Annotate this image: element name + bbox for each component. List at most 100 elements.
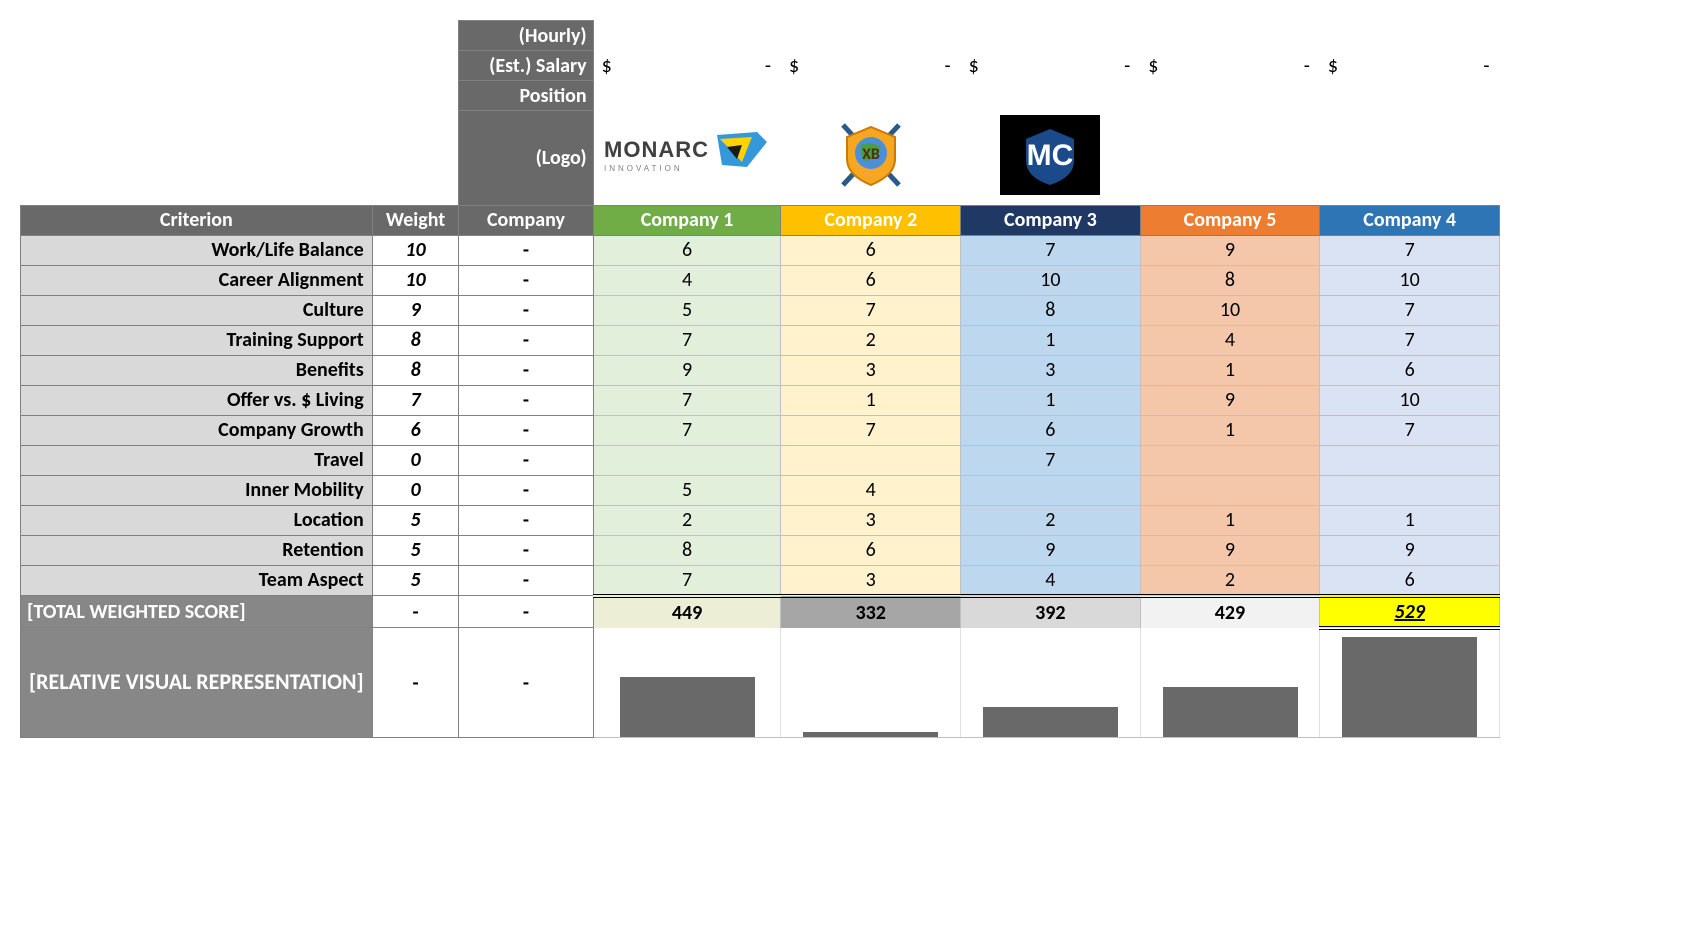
score-cell: 3 <box>961 355 1141 385</box>
criterion-weight: 0 <box>372 445 459 475</box>
score-cell: 6 <box>781 235 961 265</box>
score-cell <box>1140 475 1320 505</box>
total-score: 332 <box>781 596 961 628</box>
score-cell: 7 <box>593 325 781 355</box>
logo-mc: MC <box>1000 115 1100 195</box>
totals-label: [TOTAL WEIGHTED SCORE] <box>21 596 373 628</box>
score-cell: 8 <box>961 295 1141 325</box>
col-criterion: Criterion <box>21 205 373 235</box>
score-cell: 6 <box>1320 565 1500 596</box>
score-cell: 8 <box>593 535 781 565</box>
criterion-weight: 9 <box>372 295 459 325</box>
svg-text:INNOVATION: INNOVATION <box>604 164 683 173</box>
score-cell: 1 <box>1140 505 1320 535</box>
visual-bar-cell <box>1140 628 1320 738</box>
criterion-label: Benefits <box>21 355 373 385</box>
score-cell: 3 <box>781 355 961 385</box>
score-cell: 7 <box>781 295 961 325</box>
criterion-label: Training Support <box>21 325 373 355</box>
criterion-company-dash: - <box>459 265 593 295</box>
total-score: 392 <box>961 596 1141 628</box>
comparison-table: (Hourly)(Est.) Salary$-$-$-$-$-Position(… <box>20 20 1500 738</box>
criterion-company-dash: - <box>459 535 593 565</box>
score-cell: 7 <box>961 445 1141 475</box>
logo-cell: MC <box>961 111 1141 206</box>
criterion-company-dash: - <box>459 415 593 445</box>
criterion-label: Retention <box>21 535 373 565</box>
score-cell <box>1140 445 1320 475</box>
company-header: Company 2 <box>781 205 961 235</box>
score-cell: 2 <box>961 505 1141 535</box>
col-weight: Weight <box>372 205 459 235</box>
criterion-label: Work/Life Balance <box>21 235 373 265</box>
score-cell: 1 <box>961 325 1141 355</box>
visual-bar-cell <box>1320 628 1500 738</box>
salary-value: $- <box>593 51 781 81</box>
header-position: Position <box>459 81 593 111</box>
criterion-company-dash: - <box>459 445 593 475</box>
header-logo: (Logo) <box>459 111 593 206</box>
criterion-label: Offer vs. $ Living <box>21 385 373 415</box>
score-cell: 1 <box>1140 355 1320 385</box>
visual-bar <box>983 707 1118 737</box>
criterion-weight: 6 <box>372 415 459 445</box>
criterion-company-dash: - <box>459 475 593 505</box>
svg-text:MC: MC <box>1027 139 1074 172</box>
score-cell: 1 <box>1320 505 1500 535</box>
header-hourly: (Hourly) <box>459 21 593 51</box>
criterion-weight: 5 <box>372 535 459 565</box>
visual-weight-dash: - <box>372 628 459 738</box>
logo-monarch: MONARC INNOVATION <box>602 127 772 183</box>
total-score: 529 <box>1320 596 1500 628</box>
criterion-label: Company Growth <box>21 415 373 445</box>
criterion-company-dash: - <box>459 295 593 325</box>
score-cell: 1 <box>961 385 1141 415</box>
company-header: Company 3 <box>961 205 1141 235</box>
criterion-weight: 8 <box>372 355 459 385</box>
score-cell <box>961 475 1141 505</box>
score-cell: 4 <box>961 565 1141 596</box>
score-cell: 7 <box>593 385 781 415</box>
criterion-weight: 10 <box>372 235 459 265</box>
visual-bar <box>1342 637 1477 737</box>
criterion-label: Team Aspect <box>21 565 373 596</box>
score-cell: 7 <box>1320 295 1500 325</box>
score-cell: 2 <box>781 325 961 355</box>
criterion-weight: 5 <box>372 565 459 596</box>
visual-bar <box>803 732 938 737</box>
score-cell: 9 <box>1140 235 1320 265</box>
score-cell: 4 <box>781 475 961 505</box>
visual-bar <box>620 677 755 737</box>
logo-cell: MONARC INNOVATION <box>593 111 781 206</box>
visual-bar <box>1163 687 1298 737</box>
logo-cell: XB <box>781 111 961 206</box>
criterion-company-dash: - <box>459 565 593 596</box>
score-cell: 6 <box>593 235 781 265</box>
score-cell: 7 <box>961 235 1141 265</box>
company-header: Company 1 <box>593 205 781 235</box>
salary-value: $- <box>1320 51 1500 81</box>
score-cell: 4 <box>1140 325 1320 355</box>
criterion-company-dash: - <box>459 355 593 385</box>
total-score: 429 <box>1140 596 1320 628</box>
score-cell: 7 <box>593 565 781 596</box>
visual-label: [RELATIVE VISUAL REPRESENTATION] <box>21 628 373 738</box>
score-cell: 2 <box>1140 565 1320 596</box>
score-cell: 1 <box>1140 415 1320 445</box>
score-cell: 8 <box>1140 265 1320 295</box>
score-cell <box>593 445 781 475</box>
score-cell: 10 <box>1140 295 1320 325</box>
salary-value: $- <box>1140 51 1320 81</box>
salary-value: $- <box>781 51 961 81</box>
visual-bar-cell <box>593 628 781 738</box>
score-cell: 3 <box>781 565 961 596</box>
criterion-company-dash: - <box>459 505 593 535</box>
criterion-weight: 7 <box>372 385 459 415</box>
salary-value: $- <box>961 51 1141 81</box>
svg-text:MONARC: MONARC <box>604 137 709 162</box>
score-cell: 4 <box>593 265 781 295</box>
criterion-label: Location <box>21 505 373 535</box>
criterion-weight: 8 <box>372 325 459 355</box>
score-cell: 9 <box>1140 535 1320 565</box>
score-cell <box>1320 475 1500 505</box>
